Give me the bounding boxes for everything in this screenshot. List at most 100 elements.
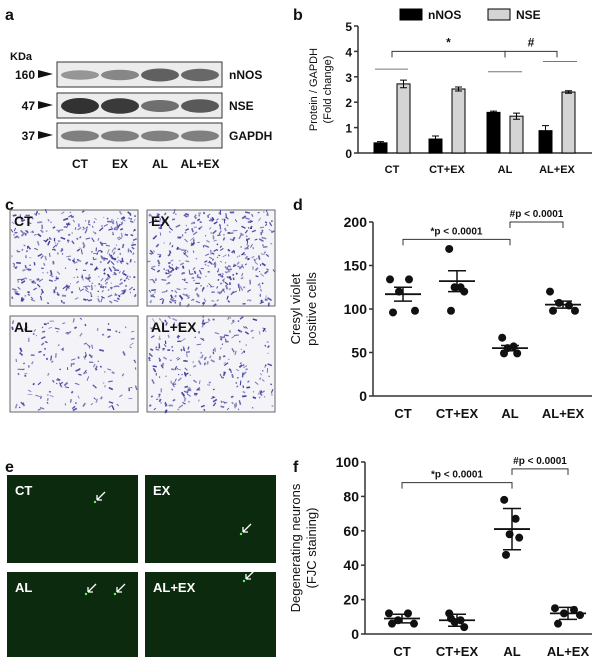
data-point — [404, 609, 412, 618]
stained-cell — [105, 244, 110, 247]
stained-cell — [207, 261, 210, 264]
fjc-micrograph — [145, 572, 276, 657]
stained-cell — [100, 250, 103, 253]
stained-cell — [184, 238, 188, 243]
stained-cell — [33, 287, 38, 291]
legend-label: nNOS — [428, 8, 461, 22]
stained-cell — [207, 384, 211, 386]
stained-cell — [183, 393, 185, 399]
stained-cell — [77, 226, 82, 231]
stained-cell — [242, 371, 247, 376]
stained-cell — [171, 349, 174, 352]
stained-cell — [119, 228, 124, 231]
stained-cell — [167, 261, 171, 265]
blot-lane-label: AL — [152, 157, 168, 171]
stained-cell — [241, 225, 246, 229]
stained-cell — [218, 212, 222, 216]
stained-cell — [16, 249, 19, 252]
stained-cell — [91, 282, 94, 285]
stained-cell — [120, 216, 125, 220]
stained-cell — [79, 236, 82, 239]
stained-cell — [224, 265, 229, 271]
stained-cell — [30, 296, 34, 300]
error-bar — [448, 613, 466, 628]
stained-cell — [37, 233, 42, 238]
stained-cell — [97, 295, 100, 298]
stained-cell — [205, 245, 210, 249]
stained-cell — [87, 285, 91, 288]
stained-cell — [75, 368, 81, 372]
stained-cell — [172, 297, 175, 300]
stained-cell — [36, 240, 40, 246]
fjc-positive-cell — [113, 592, 117, 596]
stained-cell — [182, 252, 186, 255]
stained-cell — [216, 256, 219, 259]
stained-cell — [186, 295, 190, 298]
micrograph-label: AL — [15, 580, 32, 595]
stained-cell — [270, 220, 273, 223]
stained-cell — [82, 242, 86, 247]
stained-cell — [54, 249, 56, 251]
stained-cell — [150, 267, 156, 271]
error-bar — [448, 269, 466, 293]
stained-cell — [70, 358, 76, 361]
stained-cell — [184, 385, 189, 389]
stained-cell — [254, 257, 258, 262]
stained-cell — [236, 385, 239, 388]
bar-nNOS — [486, 111, 501, 154]
stained-cell — [39, 406, 45, 410]
legend-label: NSE — [516, 8, 541, 22]
stained-cell — [176, 287, 181, 291]
stained-cell — [69, 283, 72, 285]
stained-cell — [188, 269, 191, 275]
stained-cell — [254, 261, 259, 265]
stained-cell — [218, 254, 221, 257]
stained-cell — [259, 301, 265, 305]
fjc-positive-cell — [84, 592, 88, 596]
stained-cell — [222, 288, 226, 293]
stained-cell — [176, 357, 181, 361]
x-tick-label: AL — [501, 406, 518, 421]
stained-cell — [134, 385, 138, 391]
stained-cell — [159, 318, 161, 321]
stained-cell — [108, 380, 113, 383]
stained-cell — [149, 327, 153, 331]
stained-cell — [47, 372, 50, 376]
stained-cell — [83, 369, 87, 375]
stained-cell — [213, 261, 216, 265]
stained-cell — [171, 244, 174, 248]
stained-cell — [20, 280, 26, 284]
stained-cell — [190, 221, 196, 225]
stained-cell — [164, 212, 167, 216]
stained-cell — [119, 261, 123, 264]
stained-cell — [149, 214, 153, 219]
stained-cell — [37, 221, 43, 224]
stained-cell — [118, 210, 123, 215]
stained-cell — [164, 319, 167, 323]
stained-cell — [198, 399, 200, 402]
stained-cell — [48, 236, 51, 240]
error-bar — [455, 86, 462, 92]
stained-cell — [163, 347, 166, 350]
stained-cell — [110, 282, 113, 284]
stained-cell — [184, 231, 187, 234]
stained-cell — [16, 224, 18, 226]
stained-cell — [119, 278, 122, 281]
stained-cell — [61, 253, 64, 255]
stained-cell — [70, 215, 75, 219]
stained-cell — [100, 297, 103, 303]
stained-cell — [254, 238, 258, 241]
blot-kda-marker: 37 — [22, 129, 36, 143]
stained-cell — [46, 401, 49, 404]
stained-cell — [158, 358, 162, 362]
stained-cell — [234, 350, 237, 356]
error-bar — [554, 300, 572, 309]
stained-cell — [116, 297, 120, 301]
stained-cell — [161, 219, 167, 224]
stained-cell — [164, 272, 170, 275]
stained-cell — [168, 300, 173, 304]
stained-cell — [193, 270, 197, 275]
stained-cell — [106, 276, 111, 281]
stained-cell — [186, 393, 191, 397]
stained-cell — [241, 215, 247, 220]
